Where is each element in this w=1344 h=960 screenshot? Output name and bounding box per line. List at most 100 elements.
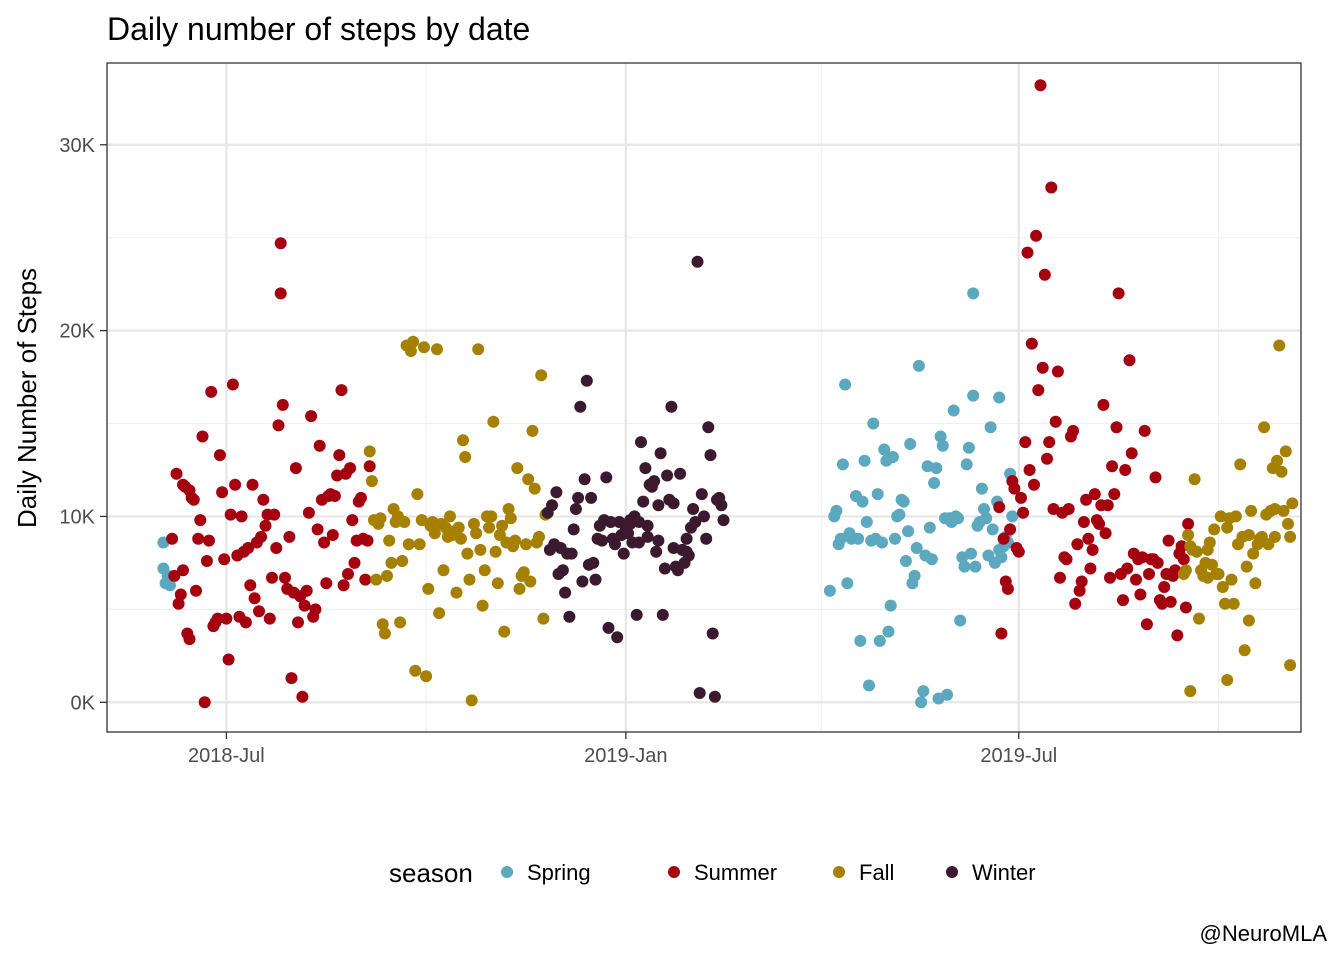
point-winter (650, 545, 663, 558)
point-summer (1088, 488, 1101, 501)
point-spring (823, 584, 836, 597)
point-fall (394, 616, 407, 629)
point-winter (689, 516, 702, 528)
point-winter (665, 400, 678, 413)
point-summer (272, 419, 285, 432)
point-summer (1073, 584, 1086, 597)
legend-label-summer: Summer (694, 860, 777, 885)
point-fall (1193, 612, 1205, 625)
point-summer (1084, 562, 1097, 575)
point-summer (311, 523, 324, 536)
point-spring (897, 495, 910, 508)
point-summer (279, 571, 291, 584)
point-spring (860, 516, 873, 528)
point-summer (995, 627, 1008, 640)
point-summer (192, 532, 205, 545)
point-summer (1099, 527, 1112, 540)
point-summer (1043, 436, 1056, 449)
point-summer (1112, 287, 1125, 300)
point-spring (984, 421, 997, 434)
point-fall (409, 664, 422, 677)
point-winter (569, 503, 582, 515)
point-spring (856, 495, 869, 508)
point-summer (1077, 516, 1090, 528)
legend-label-fall: Fall (859, 860, 894, 885)
point-summer (224, 508, 237, 521)
caption: @NeuroMLA (1200, 921, 1328, 946)
point-winter (589, 573, 602, 586)
point-winter (680, 532, 693, 545)
point-winter (674, 467, 687, 480)
point-summer (1015, 491, 1027, 504)
point-summer (222, 653, 235, 666)
point-winter (641, 530, 654, 543)
point-spring (930, 462, 943, 475)
point-spring (886, 451, 899, 463)
point-summer (211, 612, 224, 625)
point-fall (478, 564, 491, 577)
point-summer (1182, 517, 1195, 530)
point-fall (1273, 339, 1286, 352)
point-summer (1041, 452, 1053, 465)
point-winter (580, 374, 593, 387)
point-summer (1149, 471, 1162, 484)
point-fall (1221, 674, 1234, 686)
point-spring (925, 553, 938, 566)
point-fall (418, 341, 430, 354)
point-fall (396, 555, 409, 567)
legend-key-fall (833, 866, 845, 878)
point-spring (882, 625, 895, 638)
point-spring (969, 560, 982, 573)
point-summer (1080, 493, 1093, 506)
panel-border (106, 62, 1302, 733)
point-summer (335, 384, 348, 397)
point-summer (253, 605, 265, 618)
point-summer (174, 588, 187, 601)
point-fall (1268, 530, 1281, 543)
point-winter (602, 621, 615, 634)
point-summer (1117, 594, 1129, 607)
point-winter (715, 499, 728, 512)
point-spring (995, 551, 1008, 564)
point-summer (1119, 464, 1132, 476)
point-spring (884, 599, 897, 612)
point-summer (1086, 543, 1099, 556)
point-summer (1134, 588, 1147, 601)
legend-title: season (389, 858, 473, 888)
point-spring (962, 441, 975, 454)
point-summer (183, 633, 196, 646)
point-fall (509, 534, 522, 547)
point-winter (567, 523, 580, 536)
point-summer (1110, 421, 1123, 434)
point-summer (194, 514, 207, 527)
point-summer (190, 584, 202, 597)
point-summer (1045, 181, 1058, 194)
point-summer (333, 449, 346, 462)
point-fall (1201, 543, 1214, 556)
legend-label-spring: Spring (527, 860, 591, 885)
point-fall (1188, 473, 1201, 486)
point-winter (546, 499, 558, 512)
point-spring (915, 696, 928, 709)
point-summer (1162, 534, 1175, 547)
point-summer (337, 579, 350, 592)
point-fall (1234, 458, 1247, 471)
point-summer (1001, 582, 1014, 595)
point-spring (952, 512, 964, 525)
point-winter (691, 255, 704, 268)
point-spring (936, 439, 949, 452)
point-winter (652, 499, 665, 512)
point-summer (229, 478, 242, 491)
point-summer (239, 616, 252, 629)
point-summer (320, 577, 333, 590)
point-fall (528, 482, 541, 495)
point-fall (407, 335, 420, 348)
point-winter (698, 510, 710, 523)
point-summer (361, 534, 374, 547)
point-summer (342, 568, 354, 580)
point-summer (1108, 488, 1121, 501)
point-fall (1249, 577, 1262, 590)
point-spring (934, 430, 947, 443)
point-spring (941, 688, 954, 701)
point-fall (437, 564, 450, 577)
